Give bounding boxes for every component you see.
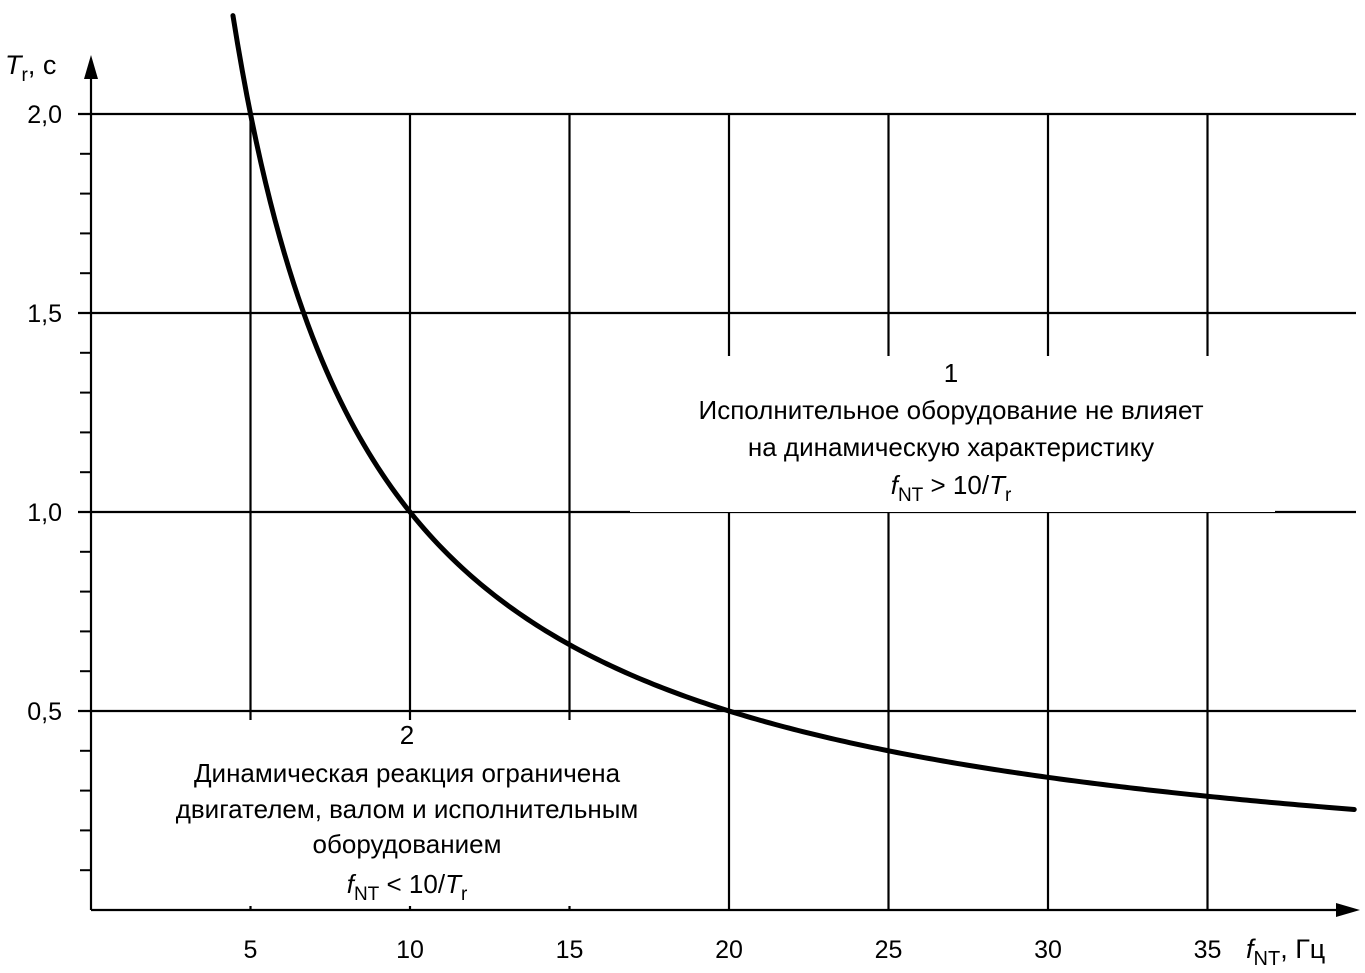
y-tick-label-0-5: 0,5: [27, 698, 62, 726]
x-axis-title: fNT, Гц: [1246, 934, 1325, 970]
x-tick-label-5: 5: [244, 936, 258, 964]
annotation-1-number: 1: [944, 358, 958, 388]
y-axis-title: Tr, с: [5, 50, 56, 86]
x-tick-label-20: 20: [715, 936, 743, 964]
annotation-2-line-2: двигателем, валом и исполнительным: [176, 794, 639, 824]
y-minor-ticks: [80, 152, 91, 872]
y-tick-labels: 0,5 1,0 1,5 2,0: [27, 101, 62, 726]
x-tick-labels: 5 10 15 20 25 30 35: [244, 936, 1222, 964]
curve-tr-10-over-fnt: [230, 13, 1357, 812]
x-tick-label-15: 15: [556, 936, 584, 964]
y-tick-label-2: 2,0: [27, 101, 62, 129]
annotation-2-line-3: оборудованием: [313, 829, 502, 859]
y-axis-arrow: [84, 55, 98, 79]
y-tick-label-1-5: 1,5: [27, 300, 62, 328]
annotation-2-line-1: Динамическая реакция ограничена: [194, 758, 621, 788]
annotation-1-line-1: Исполнительное оборудование не влияет: [699, 395, 1204, 425]
x-tick-label-25: 25: [875, 936, 903, 964]
annotation-1-condition: fNT > 10/Tr: [891, 470, 1012, 506]
annotation-1-line-2: на динамическую характеристику: [748, 432, 1154, 462]
annotation-region-2: 2 Динамическая реакция ограничена двигат…: [176, 720, 639, 905]
y-tick-label-1: 1,0: [27, 499, 62, 527]
annotation-2-condition: fNT < 10/Tr: [347, 869, 468, 905]
annotation-2-number: 2: [400, 720, 414, 750]
x-tick-label-30: 30: [1034, 936, 1062, 964]
annotation-1-mask: [630, 356, 1275, 512]
annotation-region-1: 1 Исполнительное оборудование не влияет …: [699, 358, 1204, 506]
annotation-2-mask: [112, 720, 704, 906]
x-axis-arrow: [1336, 903, 1360, 917]
x-tick-label-35: 35: [1194, 936, 1222, 964]
x-tick-label-10: 10: [396, 936, 424, 964]
